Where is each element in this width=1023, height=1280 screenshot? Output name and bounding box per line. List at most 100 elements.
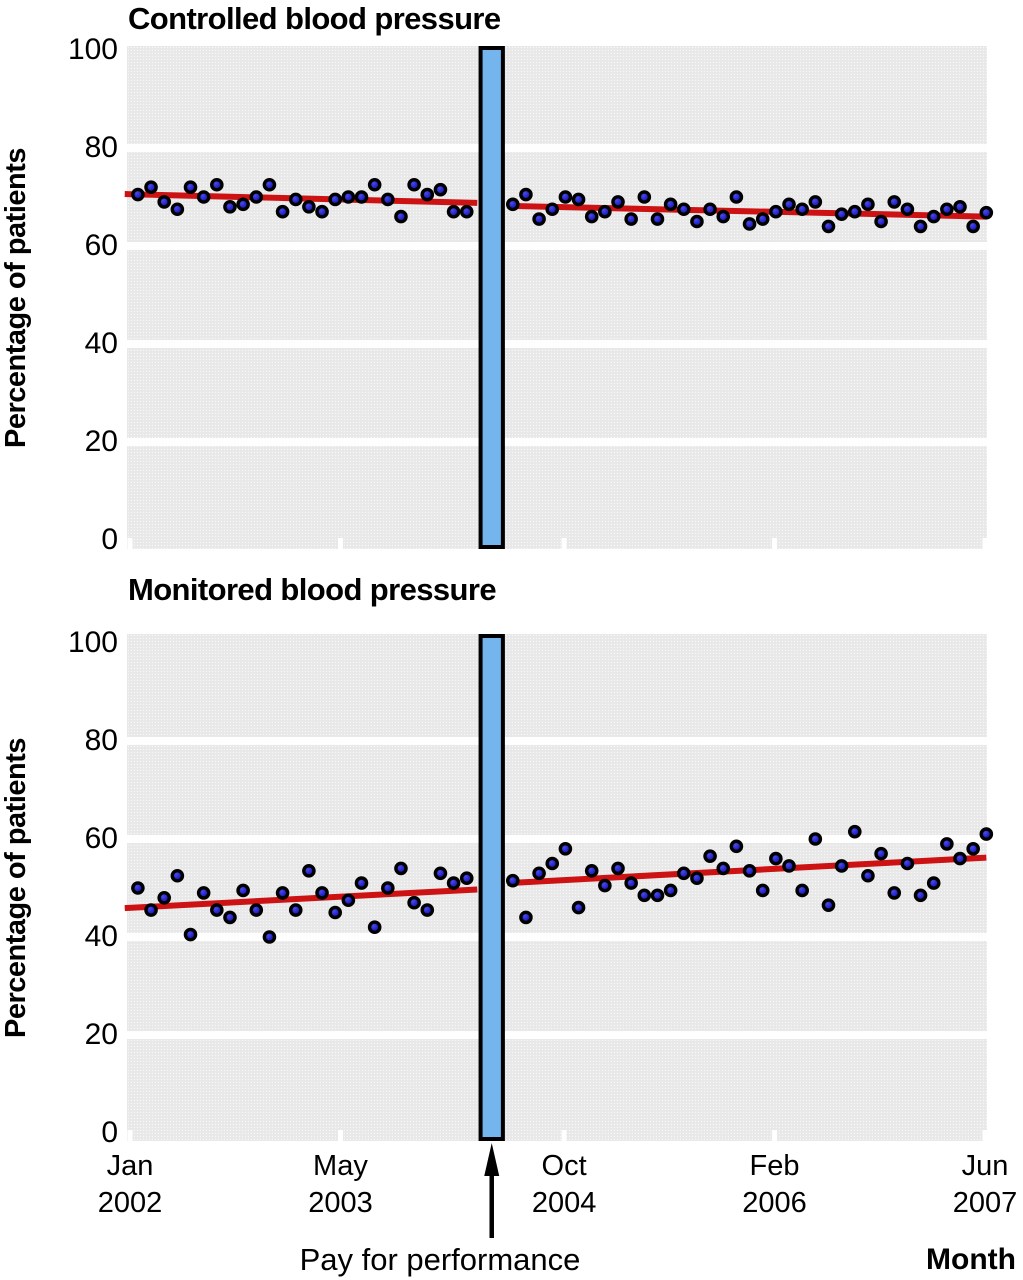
data-point [940, 837, 954, 851]
data-point [223, 910, 237, 925]
data-point [196, 886, 211, 900]
data-point [275, 204, 290, 219]
x-tick-notch [127, 1130, 133, 1141]
data-point [834, 859, 849, 873]
data-point [170, 868, 185, 883]
data-point [407, 895, 421, 910]
panel-controlled [124, 46, 994, 549]
x-tick-notch [337, 1130, 343, 1141]
data-point [624, 876, 638, 890]
data-point [532, 866, 546, 881]
data-point [315, 204, 329, 219]
x-tick-label: Jan 2002 [97, 1150, 163, 1219]
data-point [302, 199, 316, 214]
data-point [598, 204, 612, 219]
x-tick-notch [772, 538, 778, 549]
data-point [354, 190, 369, 204]
data-point [433, 182, 448, 197]
y-tick-label: 20 [84, 1018, 118, 1051]
data-point [926, 876, 941, 890]
data-point [913, 219, 928, 234]
data-point [637, 190, 652, 204]
data-point [887, 195, 902, 209]
data-point [407, 177, 421, 192]
data-point [913, 888, 928, 903]
data-point [650, 888, 665, 903]
data-point [821, 898, 836, 912]
data-point [847, 204, 862, 219]
gridline [127, 438, 987, 446]
y-tick-label: 80 [84, 724, 118, 757]
data-point [341, 893, 356, 908]
data-point [236, 883, 250, 898]
y-tick-label: 0 [101, 523, 118, 556]
x-tick-notch [982, 1130, 988, 1141]
data-point [558, 190, 573, 204]
data-point [979, 205, 994, 220]
data-point [966, 842, 980, 856]
data-point [847, 824, 862, 839]
data-point [782, 197, 796, 212]
data-point [650, 212, 665, 226]
data-point [433, 866, 448, 881]
intervention-bar [478, 634, 505, 1141]
data-point [861, 868, 875, 883]
data-point [584, 864, 599, 878]
data-point [302, 864, 316, 878]
y-tick-label: 80 [84, 131, 118, 164]
data-point [131, 881, 145, 895]
data-point [611, 195, 625, 209]
data-point [328, 192, 343, 207]
data-point [742, 864, 757, 878]
data-point [170, 202, 185, 217]
data-point [315, 886, 329, 900]
y-axis-label-top: Percentage of patients [0, 147, 32, 448]
data-point [584, 209, 599, 224]
data-point [966, 219, 980, 234]
y-tick-label: 40 [84, 327, 118, 360]
data-point [874, 214, 888, 229]
data-point [979, 827, 994, 841]
data-point [874, 846, 888, 861]
data-point [690, 214, 704, 229]
gridline [127, 1031, 987, 1039]
data-point [144, 903, 158, 917]
data-point [446, 876, 461, 890]
y-tick-label: 100 [67, 626, 118, 659]
data-point [394, 209, 408, 224]
data-point [131, 187, 145, 202]
data-point [446, 204, 461, 219]
y-tick-label: 60 [84, 822, 118, 855]
data-point [236, 197, 250, 212]
data-point [637, 888, 652, 903]
x-tick-label: Feb 2006 [742, 1150, 807, 1219]
data-point [769, 204, 783, 219]
data-point [729, 839, 744, 854]
y-axis-label-bottom: Percentage of patients [0, 737, 32, 1038]
data-point [420, 903, 435, 917]
y-tick-label: 100 [67, 33, 118, 66]
gridline [127, 242, 987, 250]
data-point [262, 930, 277, 944]
data-point [367, 177, 382, 192]
data-point [900, 202, 915, 217]
data-point [663, 197, 678, 212]
intervention-bar [478, 46, 505, 549]
data-point [755, 212, 770, 226]
panel-background [127, 634, 987, 1141]
data-point [328, 905, 343, 920]
panel-background [127, 46, 987, 549]
data-point [624, 212, 638, 226]
data-point [611, 861, 625, 876]
data-point [690, 871, 704, 886]
data-point [795, 883, 809, 898]
data-point [795, 202, 809, 217]
y-tick-label: 20 [84, 425, 118, 458]
data-point [288, 903, 303, 917]
data-point [953, 851, 967, 866]
gridline [127, 737, 987, 745]
data-point [183, 927, 198, 942]
data-point [210, 903, 224, 917]
data-point [953, 199, 967, 214]
